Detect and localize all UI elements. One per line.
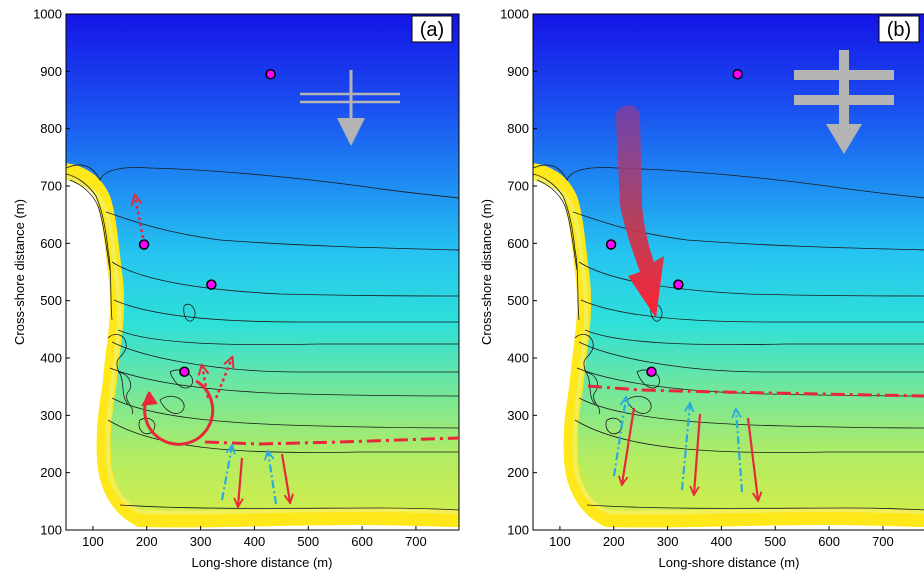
x-tick-label: 600 (351, 534, 373, 549)
sensor-marker (673, 279, 684, 290)
sensor-marker (646, 366, 657, 378)
panel-label-b: (b) (887, 19, 911, 41)
y-tick-label: 1000 (33, 7, 62, 22)
axes-a: 100 200 300 400 500 600 700 100 200 300 400 500 600 7… (33, 7, 427, 550)
y-axis-label-b: Cross-shore distance (m) (479, 199, 494, 345)
x-tick-label: 500 (297, 534, 319, 549)
panel-b: (b) 100 200 300 400 500 600 700 100 200 300 400 500… (479, 7, 924, 570)
y-tick-label: 300 (507, 408, 529, 423)
sensor-marker (206, 279, 217, 290)
y-tick-label: 800 (40, 121, 62, 136)
x-tick-label: 600 (818, 534, 840, 549)
y-tick-label: 200 (40, 465, 62, 480)
y-tick-label: 500 (40, 293, 62, 308)
sensor-markers-a (138, 68, 276, 378)
panel-b-frame (532, 13, 924, 531)
circulation-eddy (141, 379, 215, 446)
x-tick-label: 400 (711, 534, 733, 549)
panel-a: (a) 100 200 300 400 500 600 700 100 200 300 400 500… (12, 7, 460, 570)
blue-inflow-arrows-b (612, 398, 744, 493)
sensor-marker (265, 68, 276, 80)
y-tick-label: 700 (40, 179, 62, 194)
y-tick-label: 200 (507, 465, 529, 480)
sensor-markers-b (605, 68, 743, 378)
y-tick-label: 700 (507, 179, 529, 194)
x-tick-label: 500 (764, 534, 786, 549)
panel-label-b-box: (b) (878, 15, 920, 43)
y-axis-label-a: Cross-shore distance (m) (12, 199, 27, 345)
y-tick-label: 100 (40, 523, 62, 538)
x-axis-label-b: Long-shore distance (m) (659, 555, 800, 570)
y-tick-label: 600 (40, 236, 62, 251)
x-tick-label: 200 (603, 534, 625, 549)
axes-b: 100 200 300 400 500 600 700 100 200 300 400 500 600 7… (500, 7, 894, 550)
x-tick-label: 300 (190, 534, 212, 549)
x-tick-label: 700 (872, 534, 894, 549)
sensor-marker (179, 366, 190, 378)
x-tick-label: 400 (244, 534, 266, 549)
y-tick-label: 500 (507, 293, 529, 308)
dotted-red-arrows-a (135, 196, 232, 399)
sensor-marker (138, 239, 150, 250)
rip-current-line-b (587, 384, 924, 398)
x-tick-label: 700 (405, 534, 427, 549)
y-tick-label: 100 (507, 523, 529, 538)
red-outflow-arrows-a (238, 453, 290, 506)
panel-label-a-box: (a) (411, 15, 453, 43)
x-axis-label-a: Long-shore distance (m) (192, 555, 333, 570)
panel-a-frame (65, 13, 460, 531)
panel-label-a: (a) (420, 19, 444, 41)
x-tick-label: 200 (136, 534, 158, 549)
large-incident-arrow (615, 105, 664, 318)
y-tick-label: 900 (40, 64, 62, 79)
wave-symbol-small (300, 70, 400, 146)
y-tick-label: 1000 (500, 7, 529, 22)
y-tick-label: 900 (507, 64, 529, 79)
x-tick-label: 100 (549, 534, 571, 549)
x-tick-label: 300 (657, 534, 679, 549)
y-tick-label: 800 (507, 121, 529, 136)
red-outflow-arrows-b (622, 407, 758, 500)
y-tick-label: 400 (40, 351, 62, 366)
y-tick-label: 300 (40, 408, 62, 423)
sensor-marker (732, 68, 743, 80)
wave-symbol-large (794, 50, 894, 154)
y-tick-label: 600 (507, 236, 529, 251)
blue-inflow-arrows-a (220, 446, 278, 505)
sensor-marker (605, 239, 617, 250)
y-tick-label: 400 (507, 351, 529, 366)
x-tick-label: 100 (82, 534, 104, 549)
